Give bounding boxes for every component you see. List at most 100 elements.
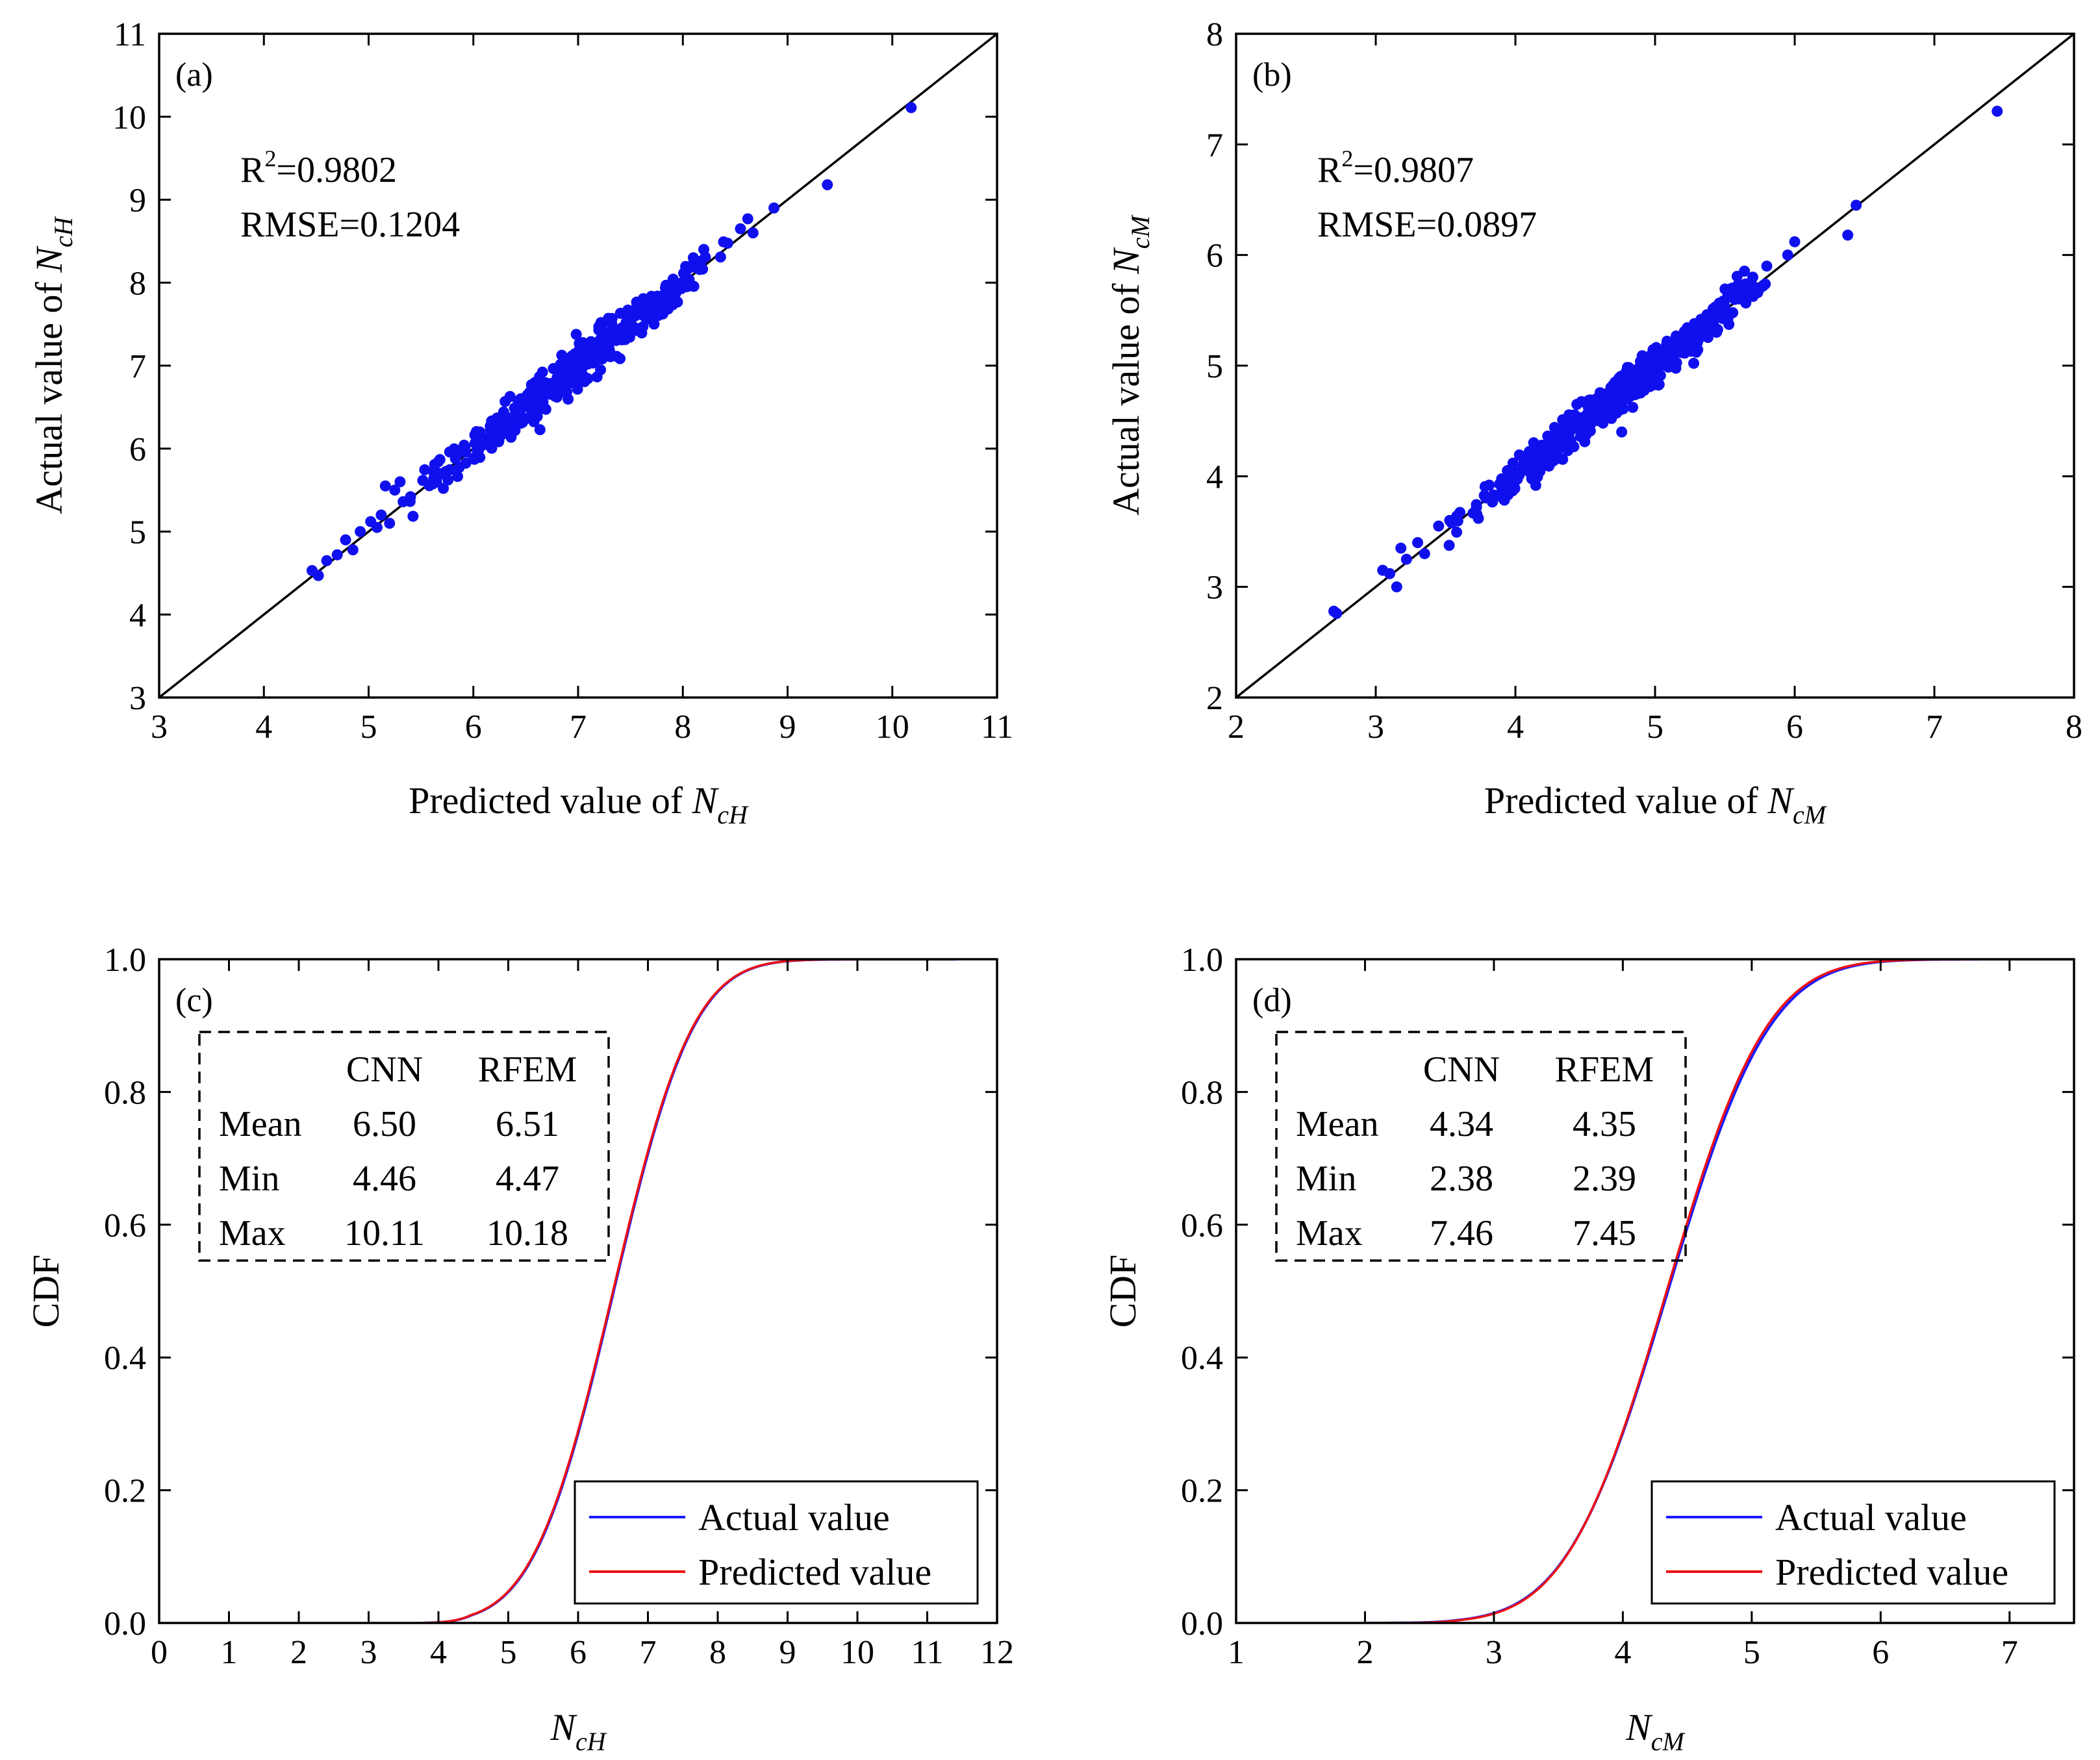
data-point (642, 309, 653, 321)
data-point (1565, 435, 1576, 447)
data-point (434, 454, 446, 466)
stats-table-cell: 4.47 (496, 1159, 559, 1199)
x-tick-label: 10 (876, 709, 909, 746)
data-point (1479, 481, 1491, 492)
panel-a: 3 4 5 6 7 8 9 10 11 3 4 5 6 7 8 9 10 11 R2=0.9802 RMSE=0.12… (28, 16, 1013, 829)
stats-table-cell: 4.46 (353, 1159, 416, 1199)
data-point (1693, 320, 1705, 332)
panel-d: 1 2 3 4 5 6 7 0.0 0.2 0.4 0.6 0.8 1.0 CNN RFEM Mean 4.34… (1102, 942, 2075, 1756)
legend-box (1651, 1480, 2056, 1605)
data-point (1594, 387, 1606, 399)
stats-table-cell: 6.50 (353, 1104, 416, 1144)
data-point (682, 281, 694, 292)
data-point (1583, 394, 1595, 406)
data-point (407, 510, 419, 522)
data-point (1613, 372, 1625, 384)
x-tick-label: 7 (570, 709, 587, 746)
data-point (572, 353, 583, 365)
y-tick-label: 9 (129, 182, 146, 220)
data-point (405, 491, 416, 503)
axes-frame (1235, 958, 2075, 1624)
panel-label: (a) (175, 57, 213, 94)
data-point (1675, 341, 1687, 353)
data-point (347, 544, 359, 556)
y-tick-label: 6 (129, 431, 146, 468)
plot-area-c (423, 959, 957, 1623)
y-tick-label: 1.0 (104, 942, 146, 979)
x-axis-label: Predicted value of NcM (1484, 779, 1828, 829)
x-tick-label: 5 (1647, 709, 1664, 746)
y-tick-label: 11 (114, 16, 146, 53)
data-point (1671, 357, 1682, 369)
data-point (614, 307, 626, 319)
data-point (1588, 405, 1599, 417)
x-tick-label: 10 (841, 1634, 874, 1671)
data-point (718, 236, 729, 247)
stats-table-header: RFEM (1555, 1050, 1654, 1090)
data-point (593, 337, 605, 349)
data-point (1531, 465, 1543, 477)
x-axis-label: Predicted value of NcH (409, 779, 749, 829)
data-point (525, 379, 537, 390)
data-point (331, 549, 343, 560)
data-point (1992, 105, 2003, 117)
x-tick-label: 6 (570, 1634, 587, 1671)
y-axis-label-text: Actual value of (28, 273, 70, 514)
data-point (1726, 283, 1738, 294)
data-point (1711, 327, 1723, 338)
x-axis-label-sub: cM (1793, 800, 1828, 829)
data-point (563, 394, 574, 405)
data-point (1542, 431, 1554, 442)
data-point (1842, 229, 1854, 241)
y-tick-label: 1.0 (1181, 942, 1223, 979)
x-tick-label: 5 (500, 1634, 517, 1671)
data-point (1747, 290, 1759, 302)
y-tick-label: 0.0 (1181, 1605, 1223, 1642)
x-tick-label: 7 (640, 1634, 657, 1671)
x-tick-label: 6 (1872, 1634, 1889, 1671)
y-tick-label: 5 (1206, 348, 1223, 385)
stats-table-header: CNN (346, 1050, 423, 1090)
y-tick-label: 8 (129, 265, 146, 302)
y-tick-label: 0.4 (104, 1340, 146, 1377)
r2-exponent: 2 (264, 145, 276, 171)
y-tick-label: 0.6 (104, 1207, 146, 1244)
data-point (1616, 426, 1628, 438)
x-tick-label: 11 (981, 709, 1013, 746)
data-point (1443, 540, 1455, 551)
data-point (379, 480, 391, 492)
data-point (460, 457, 472, 469)
data-point (1632, 374, 1643, 386)
y-tick-label: 0.8 (104, 1074, 146, 1111)
plot-area-a (159, 34, 997, 698)
data-point (582, 354, 594, 366)
stats-table-cell: 4.34 (1430, 1104, 1493, 1144)
y-tick-label: 2 (1206, 680, 1223, 717)
data-point (1433, 520, 1445, 532)
axes-frame (158, 32, 998, 699)
axes-frame (1235, 32, 2075, 699)
data-point (1761, 260, 1773, 272)
data-point (389, 484, 401, 496)
axes-frame (158, 958, 998, 1624)
stats-table-cell: 2.38 (1430, 1159, 1493, 1199)
data-point (486, 425, 498, 436)
data-point (1782, 249, 1793, 261)
y-tick-label: 4 (1206, 459, 1223, 496)
y-tick-label: 10 (112, 99, 146, 136)
data-point (470, 426, 482, 438)
panel-label: (d) (1252, 982, 1292, 1019)
x-tick-label: 2 (1228, 709, 1245, 746)
data-point (663, 303, 674, 315)
data-point (1641, 367, 1652, 379)
y-tick-label: 6 (1206, 238, 1223, 275)
data-point (1653, 379, 1665, 390)
data-point (371, 522, 383, 533)
data-point (1739, 265, 1751, 277)
data-point (1710, 301, 1721, 313)
data-point (698, 244, 709, 255)
data-point (483, 440, 495, 451)
y-tick-label: 0.2 (1181, 1473, 1223, 1510)
data-point (1568, 421, 1580, 433)
x-tick-label: 5 (361, 709, 377, 746)
